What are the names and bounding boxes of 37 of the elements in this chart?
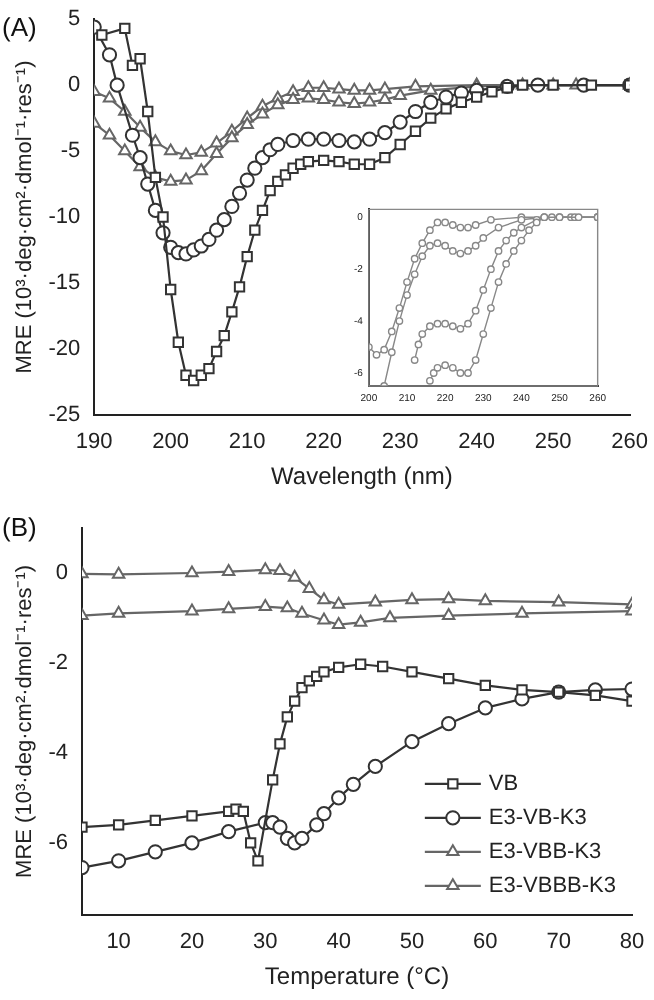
y-tick-label: -4 [48, 740, 68, 765]
y-tick-label: -6 [48, 830, 68, 855]
y-tick-label: -20 [48, 336, 81, 361]
x-tick-label: 190 [75, 430, 113, 455]
legend-label: E3-VBB-K3 [488, 839, 602, 864]
text: (B) [2, 512, 37, 543]
x-tick-label: 10 [106, 930, 131, 955]
y-tick-label: -2 [48, 650, 68, 675]
x-tick-label: 230 [381, 430, 419, 455]
y-tick-label: -15 [48, 271, 81, 295]
x-tick-label: 60 [473, 930, 498, 955]
y-tick-label: -5 [60, 139, 81, 164]
x-tick-label: 220 [305, 430, 343, 455]
legend-label: VB [488, 771, 519, 796]
x-tick-label: 80 [619, 930, 645, 955]
y-tick-label: -25 [48, 402, 81, 427]
x-tick-label: 210 [228, 430, 266, 455]
x-tick-label: 200 [152, 430, 190, 455]
legend-label: E3-VBBB-K3 [488, 873, 617, 898]
x-tick-label: 70 [546, 930, 571, 955]
x-tick-label: 240 [458, 430, 496, 455]
x-tick-label: 20 [179, 930, 205, 955]
y-tick-label: -10 [48, 205, 81, 230]
x-axis-title: Wavelength (nm) [271, 462, 453, 491]
y-tick-label: 0 [55, 561, 68, 586]
y-axis-title: MRE (10³·deg·cm²·dmol⁻¹·res⁻¹) [13, 564, 38, 878]
y-axis-title: MRE (10³·deg·cm²·dmol⁻¹·res⁻¹) [13, 60, 38, 374]
x-axis-title: Temperature (°C) [264, 962, 450, 991]
y-tick-label: 5 [67, 7, 81, 32]
text: (A) [2, 12, 37, 43]
x-tick-label: 50 [399, 930, 425, 955]
legend-label: E3-VB-K3 [488, 805, 587, 830]
x-tick-label: 40 [326, 930, 351, 955]
x-tick-label: 260 [611, 430, 649, 455]
y-tick-label: 0 [67, 73, 81, 98]
x-tick-label: 30 [253, 930, 278, 955]
x-tick-label: 250 [534, 430, 572, 455]
